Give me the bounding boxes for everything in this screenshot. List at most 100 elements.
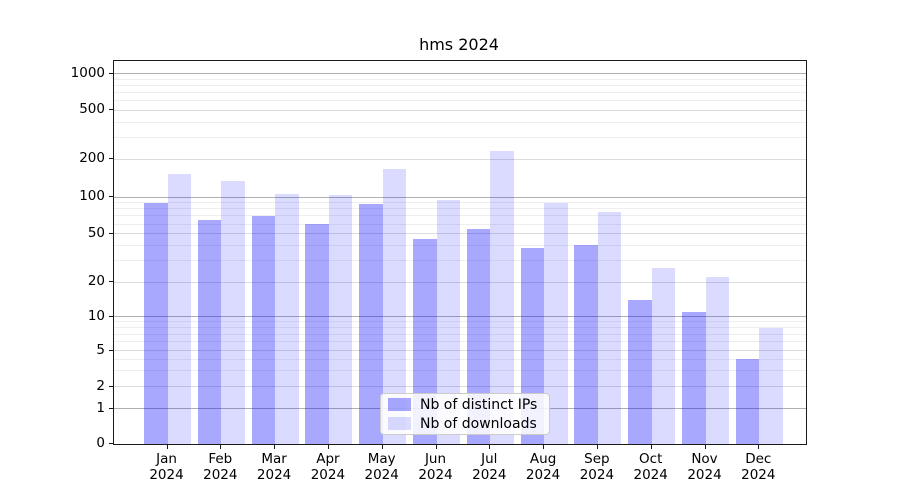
gridline-y-5 (114, 350, 806, 352)
y-tick-mark-20 (109, 281, 114, 282)
y-tick-label-20: 20 (87, 273, 105, 289)
y-tick-mark-1 (109, 407, 114, 409)
gridline-y-70 (114, 215, 806, 217)
bar-downloads-nov (705, 276, 729, 444)
bar-distinct-ips-jan (144, 202, 168, 444)
x-tick-label-feb: Feb 2024 (203, 451, 238, 483)
y-tick-label-200: 200 (79, 150, 105, 166)
x-tick-mark-dec (758, 444, 760, 449)
bar-distinct-ips-feb (197, 219, 222, 444)
y-tick-mark-500 (109, 109, 114, 111)
gridline-y-300 (114, 136, 806, 138)
bar-downloads-jun (436, 199, 460, 444)
bar-distinct-ips-sep (574, 245, 598, 444)
bar-downloads-dec (759, 327, 783, 444)
x-tick-label-oct: Oct 2024 (633, 451, 668, 483)
x-tick-label-aug: Aug 2024 (525, 451, 561, 483)
y-tick-label-100: 100 (79, 188, 105, 204)
legend-label-downloads: Nb of downloads (420, 415, 537, 432)
gridline-y-500 (114, 109, 806, 111)
y-tick-mark-100 (109, 196, 114, 197)
y-tick-label-1: 1 (96, 399, 105, 416)
legend-swatch-downloads-icon (388, 417, 411, 430)
bar-downloads-mar (275, 194, 299, 444)
gridline-y-400 (114, 121, 806, 123)
bar-distinct-ips-oct (628, 299, 652, 444)
gridline-y-2 (114, 386, 806, 388)
y-tick-mark-0 (109, 443, 114, 444)
x-tick-mark-sep (596, 444, 598, 449)
bar-downloads-sep (597, 212, 622, 444)
x-tick-label-nov: Nov 2024 (687, 451, 722, 483)
chart-title: hms 2024 (419, 35, 499, 54)
y-tick-label-50: 50 (87, 224, 105, 241)
x-tick-label-jul: Jul 2024 (472, 451, 507, 483)
gridline-y-700 (114, 92, 806, 94)
gridline-y-90 (114, 202, 806, 204)
gridline-y-200 (114, 158, 806, 160)
bar-distinct-ips-may (359, 204, 383, 444)
y-tick-mark-200 (109, 158, 114, 159)
y-tick-label-500: 500 (79, 101, 105, 118)
y-tick-mark-50 (109, 232, 114, 234)
x-tick-mark-aug (543, 444, 545, 449)
x-tick-mark-mar (274, 444, 276, 449)
x-tick-label-jun: Jun 2024 (418, 451, 453, 483)
x-tick-label-jan: Jan 2024 (149, 451, 184, 483)
bar-downloads-apr (328, 194, 353, 444)
x-tick-label-mar: Mar 2024 (256, 451, 292, 483)
gridline-y-6 (114, 341, 806, 343)
bar-downloads-oct (651, 268, 676, 444)
x-tick-label-may: May 2024 (364, 451, 399, 483)
bar-distinct-ips-nov (682, 311, 706, 444)
gridline-y-7 (114, 333, 806, 335)
x-tick-mark-nov (704, 444, 706, 449)
bar-downloads-jan (167, 173, 191, 444)
y-tick-label-2: 2 (96, 377, 105, 394)
bar-downloads-may (382, 168, 407, 444)
bar-distinct-ips-apr (305, 224, 329, 444)
gridline-y-4 (114, 358, 806, 360)
x-tick-label-apr: Apr 2024 (310, 451, 346, 483)
gridline-y-1000 (114, 73, 806, 75)
y-tick-mark-1000 (109, 72, 114, 74)
gridline-y-8 (114, 327, 806, 329)
legend-swatch-distinct-ips-icon (388, 398, 411, 411)
gridline-y-60 (114, 223, 806, 225)
gridline-y-50 (114, 233, 806, 235)
gridline-y-600 (114, 100, 806, 102)
gridline-y-80 (114, 208, 806, 210)
y-tick-label-1000: 1000 (70, 64, 105, 81)
x-tick-mark-feb (220, 444, 222, 449)
legend: Nb of distinct IPs Nb of downloads (380, 393, 550, 435)
y-tick-mark-5 (109, 349, 114, 351)
x-tick-mark-jun (435, 444, 437, 449)
y-tick-mark-10 (109, 315, 114, 317)
x-tick-label-dec: Dec 2024 (741, 451, 776, 483)
x-tick-mark-may (381, 444, 383, 449)
gridline-y-800 (114, 85, 806, 87)
bar-distinct-ips-mar (251, 215, 276, 444)
x-tick-mark-jan (166, 444, 168, 449)
legend-row-downloads: Nb of downloads (381, 416, 549, 432)
bar-distinct-ips-dec (735, 359, 760, 444)
bar-downloads-aug (544, 202, 568, 444)
gridline-y-40 (114, 244, 806, 246)
plot-area: Nb of distinct IPs Nb of downloads (113, 60, 807, 445)
legend-label-distinct-ips: Nb of distinct IPs (420, 396, 538, 413)
gridline-y-10 (114, 316, 806, 318)
bar-distinct-ips-jul (466, 228, 491, 444)
bar-downloads-jul (490, 151, 514, 444)
gridline-y-20 (114, 281, 806, 283)
x-tick-label-sep: Sep 2024 (579, 451, 615, 483)
gridline-y-3 (114, 370, 806, 372)
bar-distinct-ips-jun (413, 239, 437, 444)
x-tick-mark-apr (327, 444, 329, 449)
gridline-y-9 (114, 321, 806, 323)
legend-row-distinct-ips: Nb of distinct IPs (381, 397, 549, 413)
y-tick-label-0: 0 (96, 435, 105, 451)
y-tick-label-5: 5 (96, 341, 105, 358)
gridline-y-30 (114, 260, 806, 262)
x-tick-mark-oct (650, 444, 652, 449)
